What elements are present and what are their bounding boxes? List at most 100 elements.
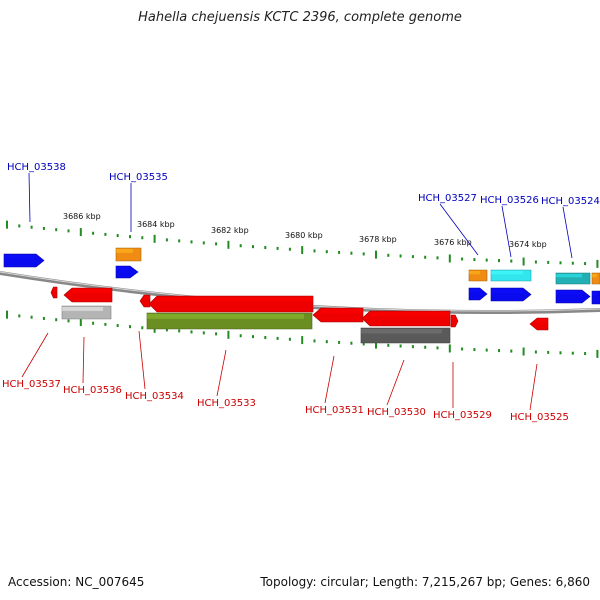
- tick-mark: [584, 352, 587, 356]
- tick-mark: [202, 241, 205, 245]
- gene-glyph: [591, 272, 600, 285]
- gene-label: HCH_03531: [305, 405, 364, 416]
- tick-mark: [399, 254, 402, 258]
- gene-glyph: [139, 294, 151, 308]
- tick-mark: [547, 260, 550, 264]
- tick-mark: [534, 260, 537, 264]
- tick-mark: [288, 337, 291, 341]
- gene-features: [3, 247, 600, 344]
- tick-mark: [190, 330, 193, 334]
- tick-mark: [338, 340, 341, 344]
- kbp-label: 3680 kbp: [285, 231, 323, 240]
- tick-mark: [510, 349, 513, 353]
- label-leader: [28, 172, 31, 223]
- label-leader: [386, 359, 405, 406]
- tick-mark: [30, 315, 33, 319]
- tick-mark: [547, 350, 550, 354]
- genome-title: Hahella chejuensis KCTC 2396, complete g…: [138, 10, 462, 25]
- gene-label: HCH_03526: [480, 195, 539, 206]
- tick-mark: [129, 325, 131, 329]
- tick-mark: [424, 255, 427, 259]
- tick-mark: [67, 229, 70, 233]
- tick-mark: [534, 350, 537, 354]
- gene-label: HCH_03527: [418, 193, 477, 204]
- tick-mark: [276, 336, 279, 340]
- tick-mark: [215, 332, 218, 336]
- tick-mark: [276, 246, 279, 250]
- tick-mark: [165, 328, 168, 332]
- gene-label: HCH_03533: [197, 398, 256, 409]
- tick-mark: [325, 250, 328, 254]
- tick-mark: [104, 232, 107, 236]
- kbp-label: 3676 kbp: [434, 238, 472, 247]
- tick-mark: [461, 347, 464, 351]
- gene-label: HCH_03534: [125, 391, 184, 402]
- tick-mark: [55, 228, 58, 232]
- tick-mark: [30, 225, 33, 229]
- gene-glyph: [3, 253, 45, 268]
- tick-mark: [227, 240, 230, 249]
- kbp-label: 3684 kbp: [137, 220, 175, 229]
- kbp-label: 3674 kbp: [509, 240, 547, 249]
- gene-glyph: [450, 314, 459, 328]
- tick-mark: [436, 346, 439, 350]
- tick-mark: [559, 261, 562, 265]
- gene-glyph: [115, 247, 142, 262]
- tick-mark: [522, 257, 525, 266]
- gene-glyph: [555, 272, 591, 285]
- tick-mark: [153, 234, 156, 243]
- tick-mark: [92, 231, 95, 235]
- gene-label: HCH_03535: [109, 172, 168, 183]
- kbp-label: 3682 kbp: [211, 226, 249, 235]
- tick-mark: [178, 329, 181, 333]
- label-leader: [82, 336, 85, 384]
- tick-mark: [79, 318, 82, 327]
- genome-summary-text: Topology: circular; Length: 7,215,267 bp…: [260, 575, 590, 589]
- tick-mark: [42, 316, 45, 320]
- tick-mark: [424, 345, 427, 349]
- kbp-label: 3686 kbp: [63, 212, 101, 221]
- tick-mark: [596, 259, 599, 268]
- gene-glyph: [468, 269, 488, 282]
- tick-mark: [6, 310, 8, 319]
- tick-mark: [264, 246, 267, 250]
- gene-glyph: [555, 289, 591, 304]
- tick-mark: [313, 249, 316, 253]
- tick-mark: [227, 330, 230, 339]
- tick-mark: [571, 351, 574, 355]
- tick-mark: [141, 236, 144, 240]
- tick-mark: [375, 340, 377, 349]
- tick-mark: [252, 335, 254, 339]
- gene-label: HCH_03536: [63, 385, 122, 396]
- tick-mark: [584, 262, 587, 266]
- tick-mark: [325, 340, 328, 344]
- tick-mark: [6, 220, 8, 229]
- tick-mark: [141, 326, 144, 330]
- gene-glyph: [490, 269, 532, 282]
- accession-text: Accession: NC_007645: [8, 575, 145, 589]
- gene-glyph: [361, 310, 451, 327]
- tick-mark: [116, 324, 119, 328]
- tick-mark: [510, 259, 513, 263]
- tick-mark: [350, 341, 353, 345]
- tick-mark: [165, 238, 168, 242]
- tick-mark: [42, 226, 45, 230]
- tick-mark: [571, 261, 574, 265]
- label-leader: [324, 355, 335, 404]
- tick-mark: [411, 345, 414, 349]
- gene-label: HCH_03529: [433, 410, 492, 421]
- tick-mark: [362, 252, 365, 256]
- label-leader: [138, 330, 146, 390]
- tick-mark: [485, 348, 488, 352]
- tick-mark: [239, 244, 242, 248]
- gene-label: HCH_03538: [7, 162, 66, 173]
- gene-glyph: [50, 286, 58, 299]
- label-leader: [216, 349, 227, 397]
- tick-mark: [178, 239, 181, 243]
- tick-mark: [473, 258, 476, 262]
- tick-mark: [288, 247, 291, 251]
- gene-label: HCH_03524: [541, 196, 600, 207]
- tick-mark: [18, 224, 21, 228]
- tick-mark: [92, 321, 95, 325]
